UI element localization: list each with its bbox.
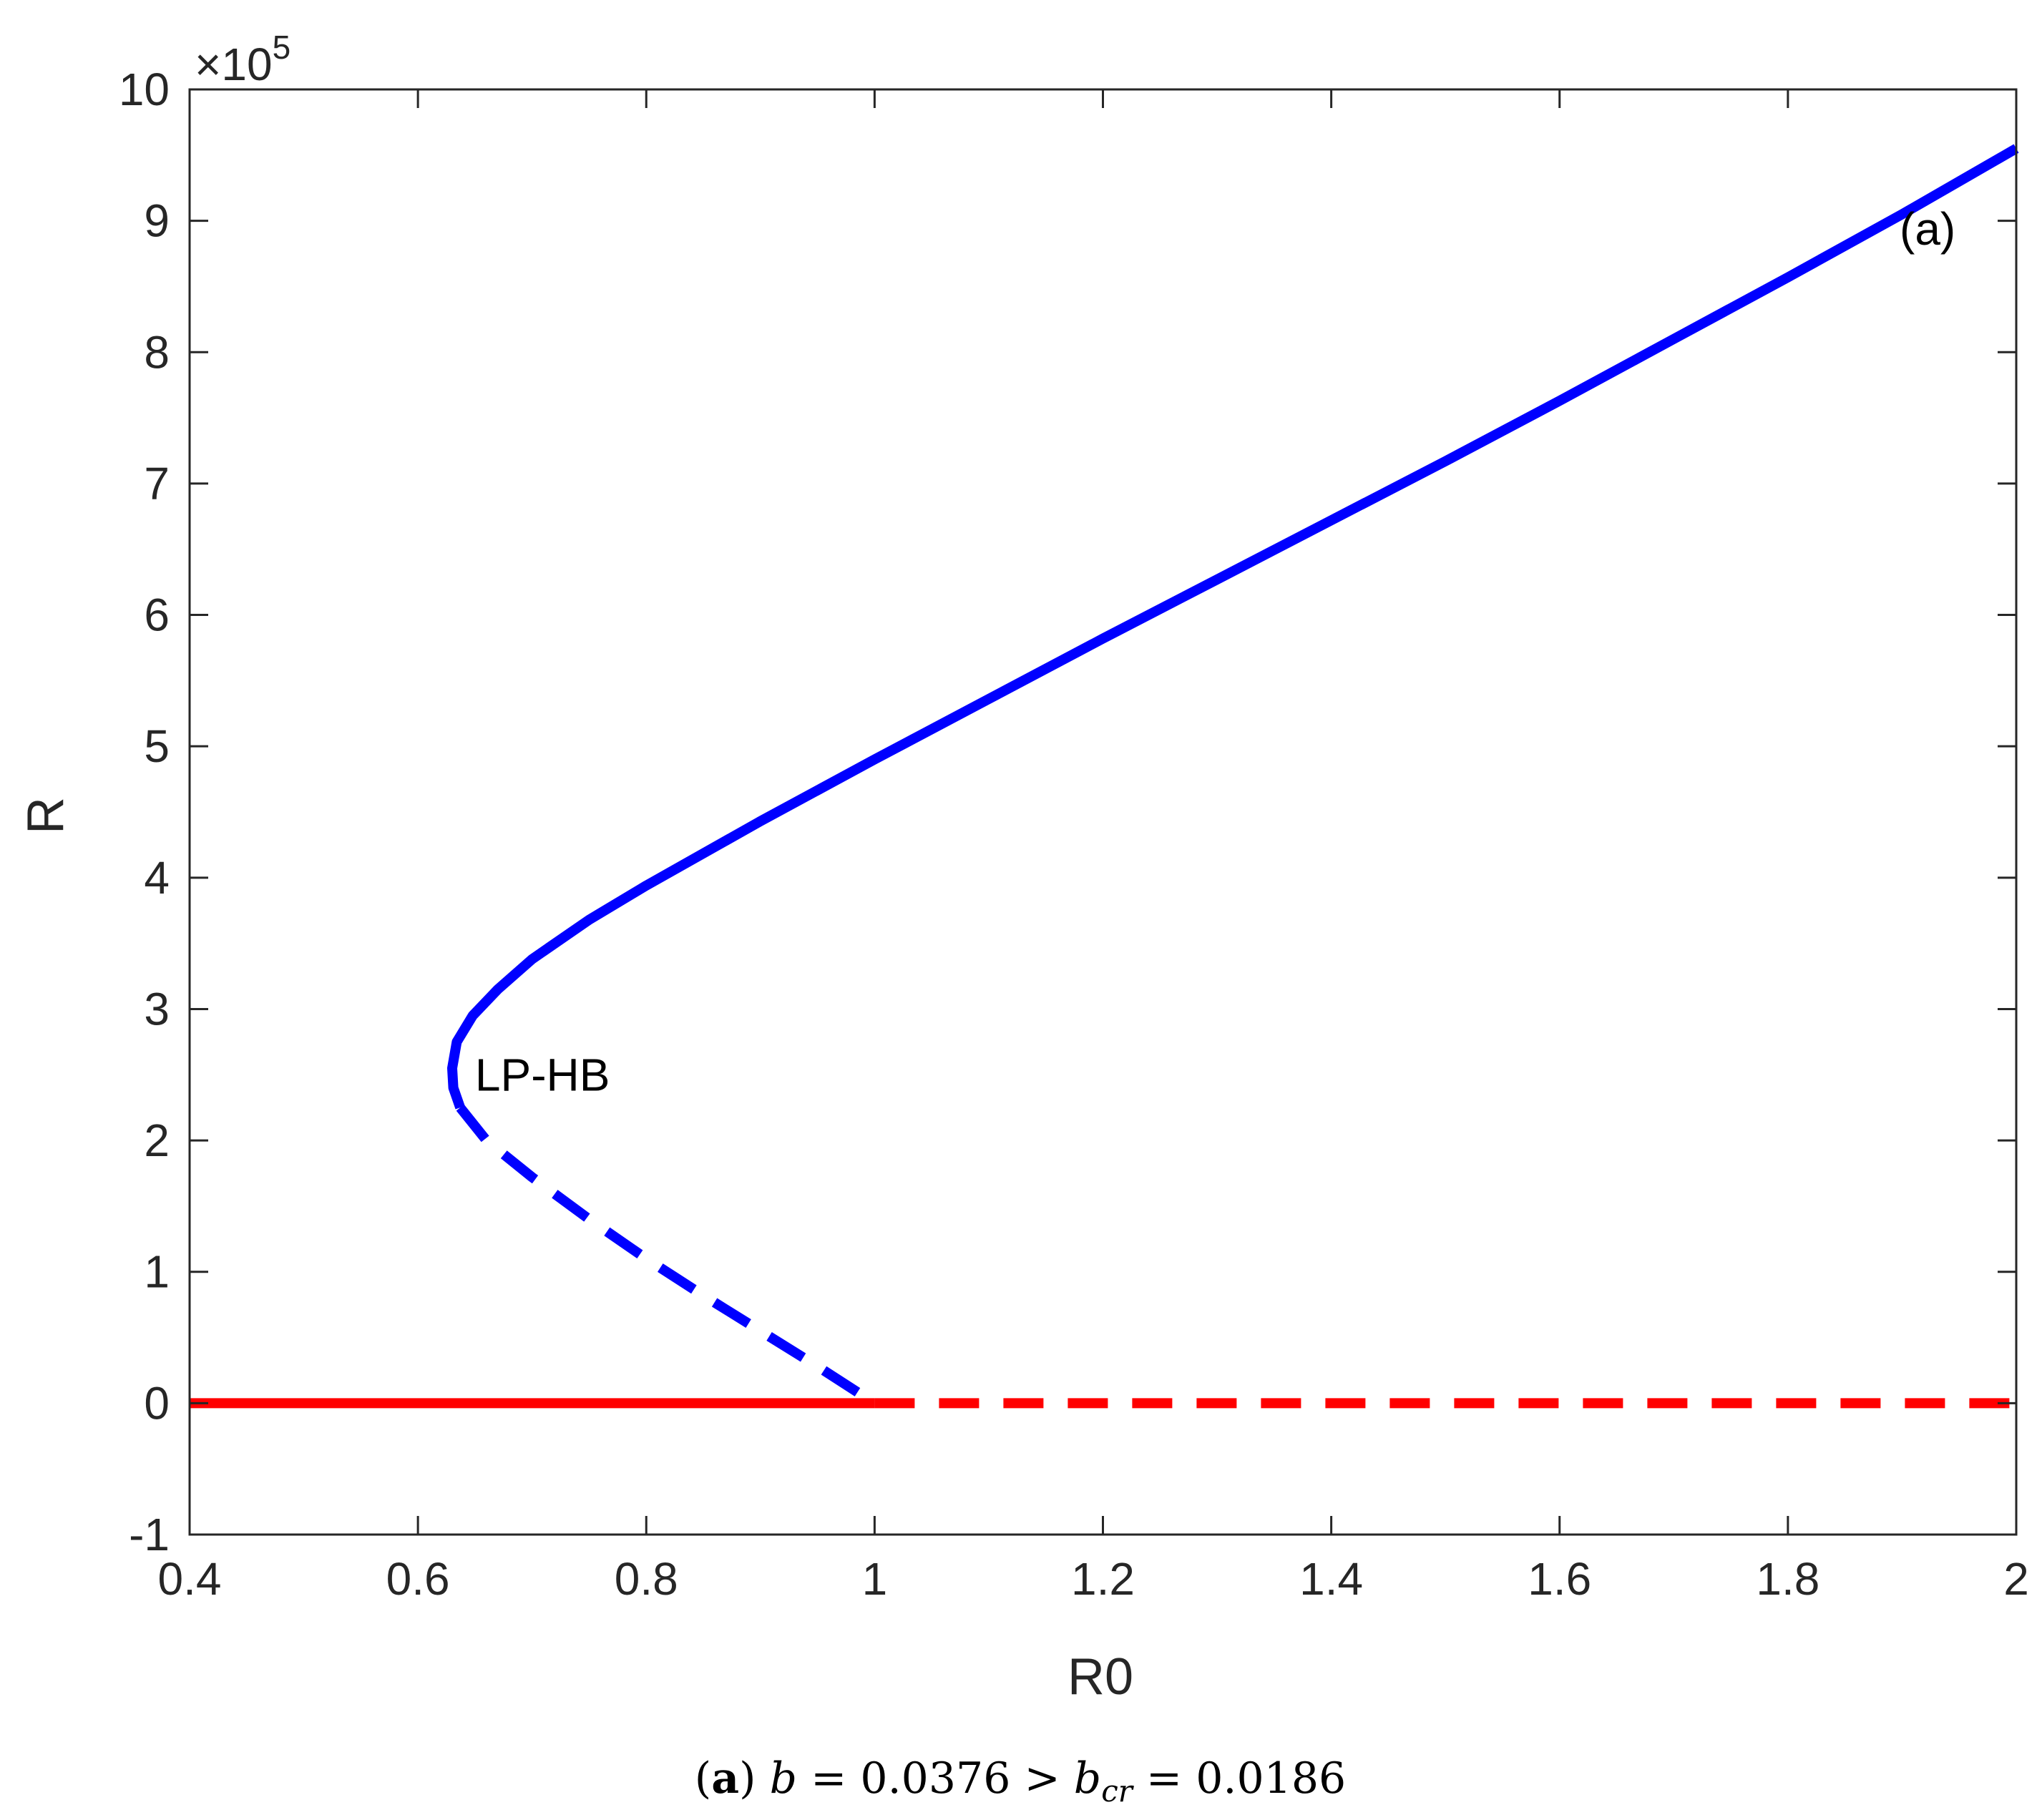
series-line-3 — [447, 144, 2019, 1110]
x-tick-label: 0.8 — [615, 1553, 678, 1605]
x-axis-label: R0 — [1068, 1648, 1133, 1706]
y-multiplier: ×105 — [195, 29, 290, 90]
caption-gt: > — [1010, 1753, 1073, 1804]
y-axis-label: R — [17, 797, 74, 834]
caption-eq1: = — [797, 1753, 860, 1804]
x-tick-label: 1.2 — [1071, 1553, 1135, 1605]
x-tick-label: 0.4 — [158, 1553, 222, 1605]
ticks-layer: 0.4 0.6 0.8 1 1.2 1.4 1.6 1.8 2 -1 0 1 2 3 4 5 6 7 8 9 10 — [119, 64, 2029, 1605]
x-tick-label: 2 — [2003, 1553, 2029, 1605]
y-multiplier-base: ×10 — [195, 39, 273, 90]
x-tick-label: 1.8 — [1756, 1553, 1819, 1605]
series-line-2 — [456, 1104, 878, 1408]
y-tick-label: -1 — [129, 1509, 170, 1560]
figure-caption: (a) b = 0.0376 > bcr = 0.0186 — [695, 1753, 1346, 1809]
panel-label: (a) — [1900, 203, 1955, 255]
y-tick-label: 6 — [144, 589, 170, 641]
caption-eq2: = — [1133, 1753, 1196, 1804]
y-tick-label: 7 — [144, 458, 170, 509]
y-multiplier-exponent: 5 — [273, 29, 291, 66]
caption-bcr: b — [1074, 1753, 1101, 1804]
y-tick-label: 4 — [144, 852, 170, 904]
y-tick-label: 9 — [144, 195, 170, 247]
caption-b-value: 0.0376 — [860, 1753, 1010, 1804]
y-tick-label: 0 — [144, 1377, 170, 1429]
y-tick-label: 2 — [144, 1115, 170, 1166]
caption-b: b — [770, 1753, 797, 1804]
y-tick-label: 8 — [144, 326, 170, 378]
lp-hb-annotation: LP-HB — [475, 1049, 610, 1100]
y-tick-label: 10 — [119, 64, 170, 115]
y-tick-label: 1 — [144, 1246, 170, 1298]
y-tick-label: 3 — [144, 983, 170, 1034]
x-tick-label: 0.6 — [386, 1553, 450, 1605]
x-tick-label: 1.4 — [1299, 1553, 1363, 1605]
x-tick-label: 1 — [862, 1553, 888, 1605]
caption-label: a — [711, 1753, 739, 1804]
plot-area: 0.4 0.6 0.8 1 1.2 1.4 1.6 1.8 2 -1 0 1 2 3 4 5 6 7 8 9 10 — [119, 64, 2029, 1605]
caption-bcr-value: 0.0186 — [1196, 1753, 1346, 1804]
y-tick-label: 5 — [144, 720, 170, 772]
caption-paren-close: ) — [739, 1753, 769, 1804]
series-layer — [190, 144, 2019, 1409]
caption-paren-open: ( — [695, 1753, 711, 1804]
caption-bcr-sub: cr — [1101, 1773, 1135, 1809]
x-tick-label: 1.6 — [1528, 1553, 1591, 1605]
